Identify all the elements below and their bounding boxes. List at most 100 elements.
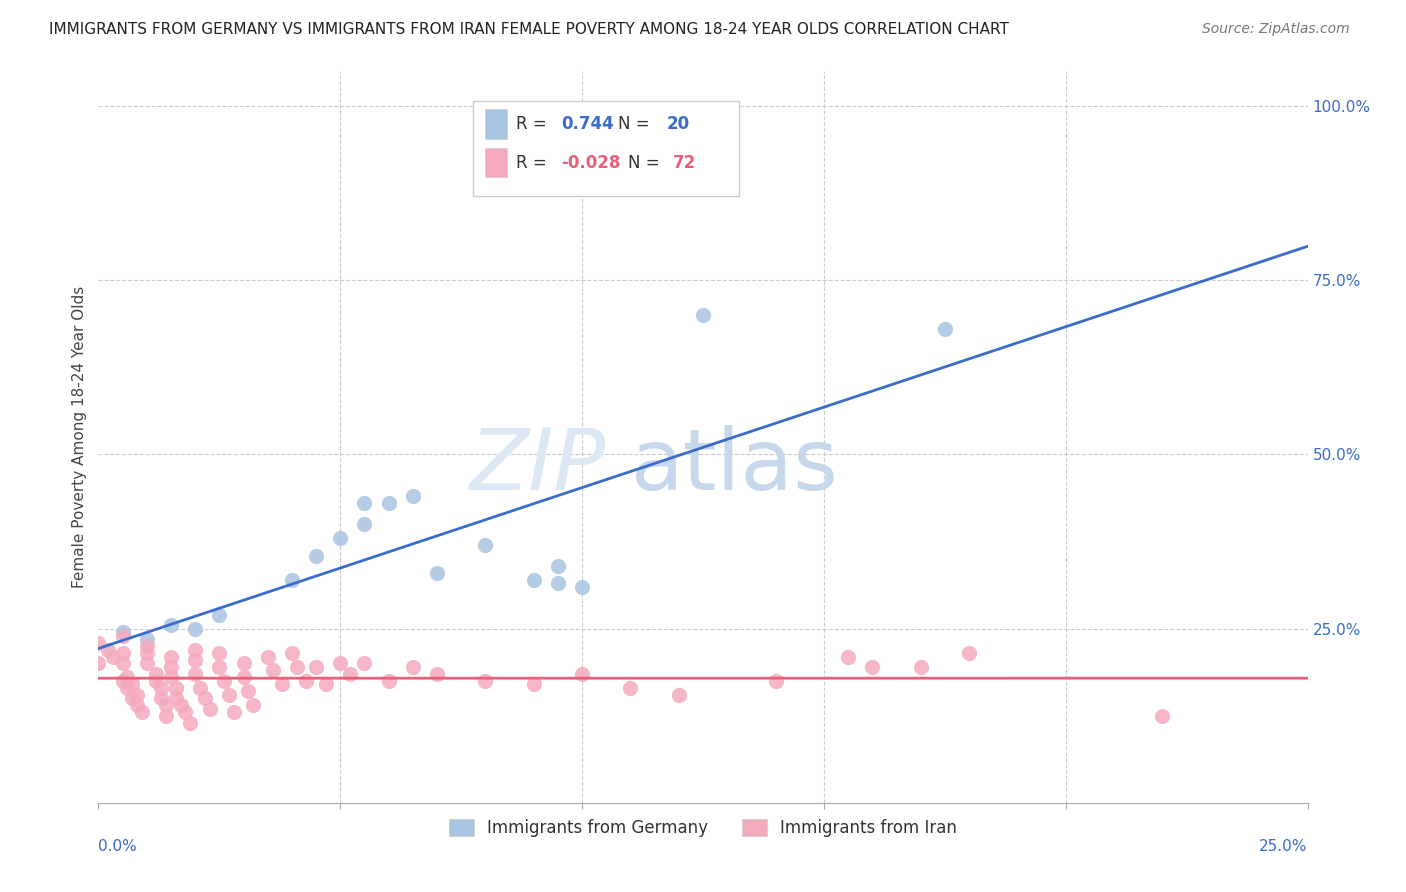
Point <box>426 566 449 580</box>
Point <box>281 646 304 660</box>
Point <box>285 660 308 674</box>
Point <box>315 677 337 691</box>
Point <box>571 667 593 681</box>
Point <box>547 558 569 573</box>
Point <box>194 691 217 706</box>
Point <box>184 642 207 657</box>
Point <box>262 664 284 678</box>
Point <box>188 681 211 695</box>
Point <box>135 632 157 646</box>
Text: atlas: atlas <box>630 425 838 508</box>
Point <box>160 670 183 684</box>
Point <box>135 657 157 671</box>
Point <box>765 673 787 688</box>
Point <box>402 489 425 503</box>
Point <box>179 715 201 730</box>
Point <box>339 667 361 681</box>
Point <box>117 681 139 695</box>
Point <box>198 702 221 716</box>
Point <box>305 549 328 563</box>
Point <box>111 673 134 688</box>
Point <box>232 670 254 684</box>
Point <box>295 673 318 688</box>
Point <box>155 708 177 723</box>
Point <box>150 681 173 695</box>
Point <box>101 649 124 664</box>
Point <box>135 639 157 653</box>
Point <box>474 538 496 552</box>
Bar <box>485 110 508 138</box>
Point <box>208 646 231 660</box>
Point <box>426 667 449 681</box>
Point <box>165 691 187 706</box>
Point <box>127 698 149 713</box>
Point <box>353 496 375 510</box>
Point <box>668 688 690 702</box>
Point <box>184 667 207 681</box>
Point <box>242 698 264 713</box>
Point <box>174 705 197 719</box>
Point <box>860 660 883 674</box>
Point <box>547 576 569 591</box>
Point <box>155 698 177 713</box>
Point <box>353 517 375 532</box>
Point <box>127 688 149 702</box>
Point <box>957 646 980 660</box>
Point <box>232 657 254 671</box>
Point <box>160 618 183 632</box>
Point <box>218 688 240 702</box>
Text: Source: ZipAtlas.com: Source: ZipAtlas.com <box>1202 22 1350 37</box>
Point <box>150 691 173 706</box>
Point <box>87 635 110 649</box>
Point <box>402 660 425 674</box>
Point <box>934 322 956 336</box>
Point <box>135 646 157 660</box>
Point <box>87 657 110 671</box>
Point <box>184 653 207 667</box>
Point <box>256 649 278 664</box>
Text: 25.0%: 25.0% <box>1260 839 1308 855</box>
Point <box>160 660 183 674</box>
Point <box>184 622 207 636</box>
Point <box>281 573 304 587</box>
Text: IMMIGRANTS FROM GERMANY VS IMMIGRANTS FROM IRAN FEMALE POVERTY AMONG 18-24 YEAR : IMMIGRANTS FROM GERMANY VS IMMIGRANTS FR… <box>49 22 1010 37</box>
Point <box>377 673 399 688</box>
Point <box>837 649 859 664</box>
Point <box>111 657 134 671</box>
Bar <box>485 148 508 178</box>
Text: R =: R = <box>516 153 551 172</box>
Point <box>523 573 546 587</box>
Point <box>208 660 231 674</box>
Point <box>353 657 375 671</box>
Y-axis label: Female Poverty Among 18-24 Year Olds: Female Poverty Among 18-24 Year Olds <box>72 286 87 588</box>
Point <box>619 681 641 695</box>
Text: 72: 72 <box>672 153 696 172</box>
Point <box>910 660 932 674</box>
Text: N =: N = <box>619 115 655 133</box>
Bar <box>474 101 740 195</box>
Text: 0.744: 0.744 <box>561 115 614 133</box>
Point <box>222 705 245 719</box>
Point <box>571 580 593 594</box>
Point <box>121 677 143 691</box>
Point <box>208 607 231 622</box>
Point <box>111 625 134 640</box>
Point <box>474 673 496 688</box>
Point <box>97 642 120 657</box>
Legend: Immigrants from Germany, Immigrants from Iran: Immigrants from Germany, Immigrants from… <box>440 811 966 846</box>
Point <box>238 684 260 698</box>
Point <box>145 667 167 681</box>
Point <box>523 677 546 691</box>
Text: N =: N = <box>628 153 665 172</box>
Point <box>692 308 714 322</box>
Text: 0.0%: 0.0% <box>98 839 138 855</box>
Point <box>145 673 167 688</box>
Point <box>212 673 235 688</box>
Point <box>165 681 187 695</box>
Point <box>117 670 139 684</box>
Point <box>377 496 399 510</box>
Point <box>1152 708 1174 723</box>
Point <box>329 531 352 545</box>
Text: R =: R = <box>516 115 551 133</box>
Point <box>131 705 153 719</box>
